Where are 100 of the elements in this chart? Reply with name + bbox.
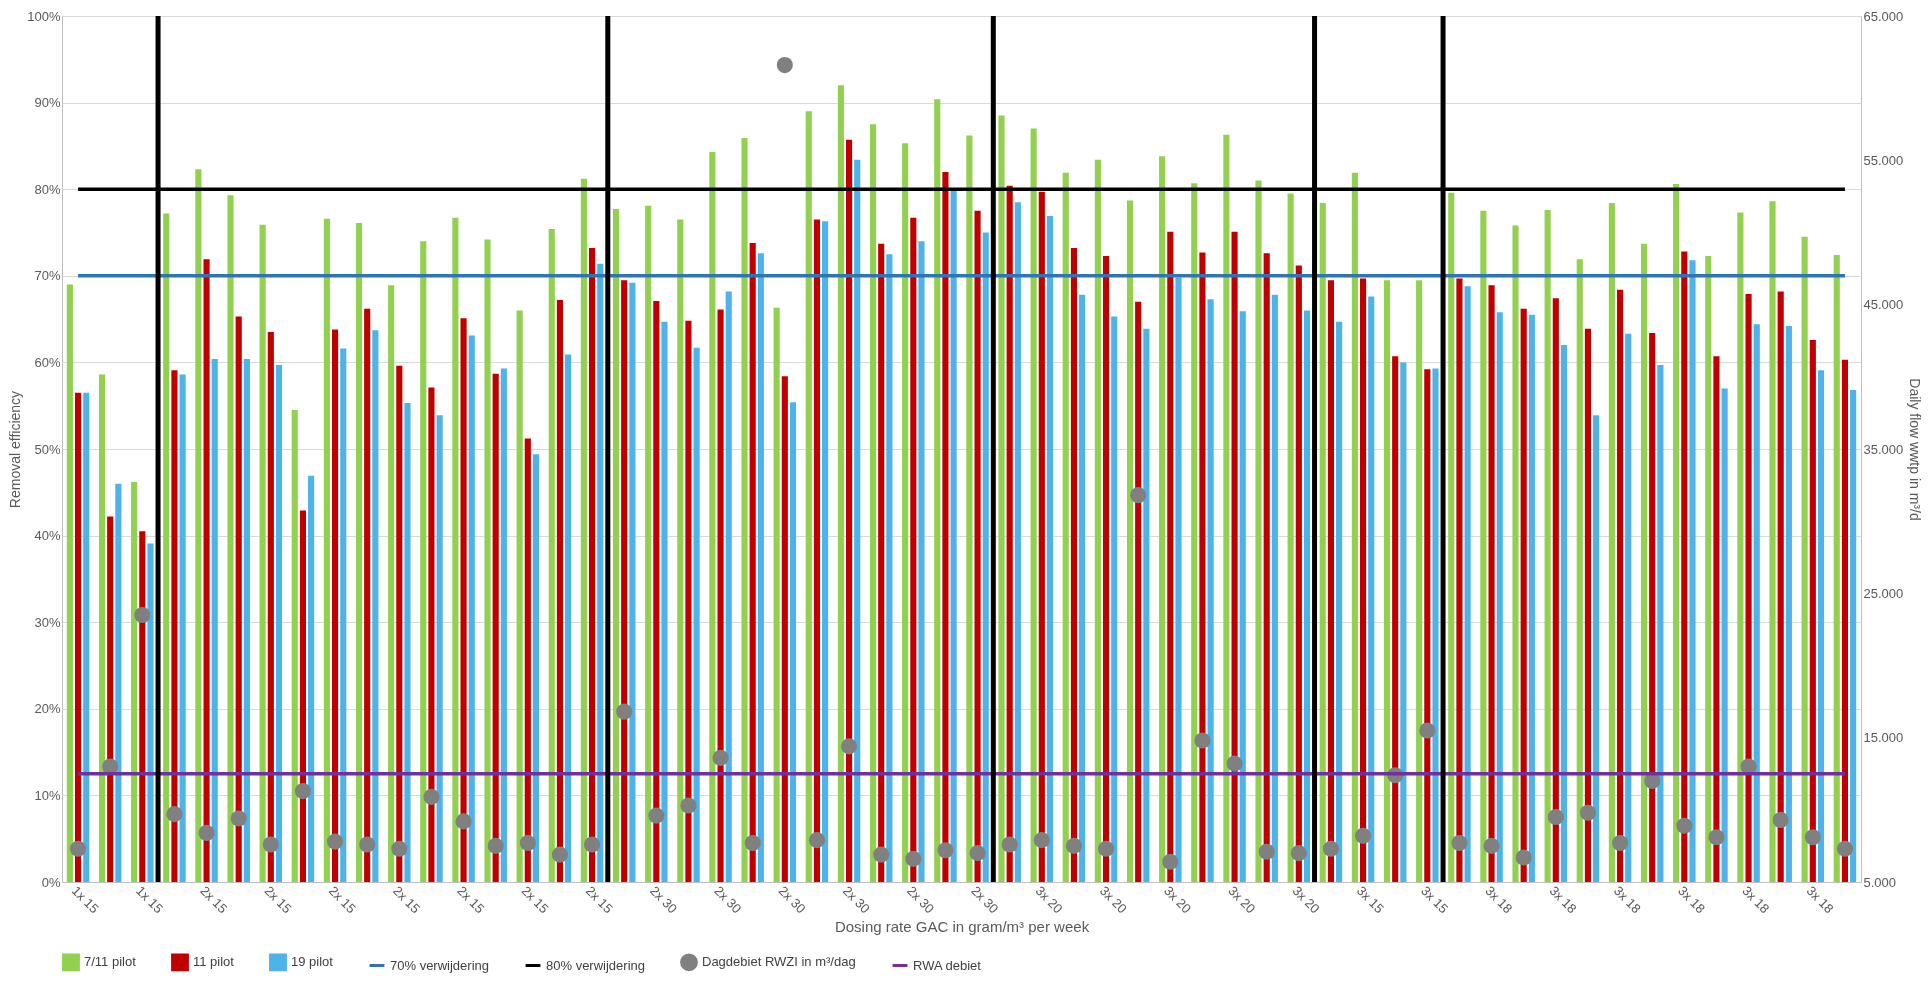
point	[166, 806, 183, 823]
y2-tick-label: 35.000	[1863, 441, 1904, 457]
y-axis-title: Removal efficiency	[7, 390, 24, 509]
point	[937, 842, 954, 859]
bar	[139, 531, 146, 882]
point	[1708, 829, 1725, 846]
point	[1258, 843, 1275, 860]
bar	[1552, 298, 1559, 882]
bar	[203, 259, 210, 882]
bar	[1713, 356, 1720, 882]
bar	[259, 224, 266, 882]
bar	[934, 99, 941, 882]
legend-label: RWA debiet	[913, 957, 982, 973]
bar	[1336, 321, 1343, 882]
bar	[420, 241, 427, 882]
bar	[1207, 299, 1214, 882]
bar	[822, 221, 829, 882]
bar	[1625, 333, 1632, 882]
y2-tick-label: 65.000	[1863, 8, 1904, 24]
y-tick-label: 20%	[34, 701, 61, 717]
bar	[910, 217, 917, 882]
bar	[1456, 278, 1463, 882]
point	[70, 840, 87, 857]
bar	[1617, 289, 1624, 882]
x-tick-label: 2x 15	[197, 883, 231, 917]
x-tick-label: 3x 18	[1610, 883, 1644, 917]
bar	[1400, 362, 1407, 882]
bar	[468, 335, 475, 882]
x-tick-label: 2x 15	[390, 883, 424, 917]
bar	[1809, 339, 1816, 882]
bar	[1769, 201, 1776, 882]
point	[873, 846, 890, 863]
bar	[645, 205, 652, 882]
legend-label: Dagdebiet RWZI in m³/dag	[702, 954, 856, 970]
point	[1290, 845, 1307, 862]
bar	[340, 348, 347, 882]
bar	[243, 358, 250, 882]
bar	[1327, 280, 1334, 882]
bar	[1649, 332, 1656, 882]
y-tick-label: 80%	[34, 181, 61, 197]
bar	[1295, 265, 1302, 882]
x-tick-label: 2x 15	[325, 883, 359, 917]
bar	[878, 243, 885, 882]
bar	[1126, 200, 1134, 882]
legend-label: 11 pilot	[193, 954, 235, 970]
bar	[1223, 134, 1230, 882]
bar	[308, 475, 315, 882]
bar	[1392, 356, 1399, 882]
bar	[1593, 415, 1600, 882]
bar	[1753, 324, 1760, 882]
bar	[291, 410, 298, 882]
x-tick-label: 2x 30	[775, 883, 809, 917]
bar	[1560, 345, 1568, 882]
x-tick-label: 3x 20	[1225, 883, 1259, 917]
bar	[725, 291, 732, 882]
bar	[75, 392, 82, 882]
y-tick-label: 40%	[34, 528, 61, 544]
x-tick-label: 2x 15	[582, 883, 616, 917]
bar	[1062, 172, 1069, 882]
point	[391, 840, 408, 857]
bar	[1528, 314, 1535, 882]
point	[1355, 827, 1372, 844]
x-tick-label: 2x 30	[968, 883, 1002, 917]
point	[1001, 836, 1018, 853]
point	[776, 57, 793, 74]
bar	[1817, 370, 1825, 882]
bar	[372, 330, 379, 882]
bar	[741, 138, 748, 882]
bar	[1657, 365, 1664, 882]
bar	[1287, 193, 1294, 882]
point	[1419, 722, 1436, 739]
bar	[1159, 156, 1166, 882]
bar	[902, 143, 909, 882]
x-tick-label: 3x 15	[1353, 883, 1387, 917]
bar	[629, 282, 636, 882]
bar	[388, 285, 395, 882]
bar	[1488, 285, 1495, 882]
bar	[1640, 243, 1648, 882]
bar	[589, 248, 596, 882]
point	[1162, 853, 1179, 870]
bar	[323, 218, 330, 882]
bar	[942, 171, 949, 882]
bar	[621, 280, 628, 882]
bar	[195, 169, 202, 882]
legend-label: 7/11 pilot	[84, 954, 137, 970]
bar	[1046, 216, 1054, 882]
bar	[1111, 316, 1118, 882]
bar	[548, 229, 555, 882]
bar	[677, 219, 684, 882]
point	[1547, 809, 1564, 826]
bar	[1608, 203, 1615, 882]
bar	[1030, 128, 1037, 882]
point	[1322, 840, 1339, 857]
bar	[717, 309, 724, 882]
bar	[661, 321, 668, 882]
point	[359, 836, 376, 853]
bar	[1191, 183, 1198, 882]
bar	[580, 178, 587, 882]
bar	[404, 403, 411, 882]
bar	[1383, 280, 1391, 882]
